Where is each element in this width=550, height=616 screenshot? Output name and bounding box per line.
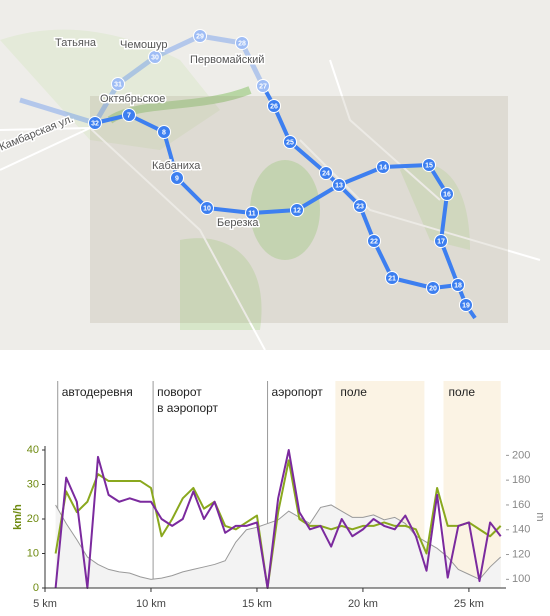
waypoint-number: 21	[388, 275, 396, 282]
annotation-label: автодеревня	[62, 385, 133, 399]
y2-tick-label: 180	[512, 474, 530, 486]
y2-axis-title: m	[534, 512, 546, 521]
waypoint-number: 13	[335, 182, 343, 189]
waypoint-number: 16	[443, 191, 451, 198]
waypoint-number: 29	[196, 33, 204, 40]
waypoint[interactable]	[353, 199, 367, 213]
waypoint[interactable]	[193, 29, 207, 43]
place-label: Березка	[217, 217, 259, 229]
waypoint-number: 30	[151, 54, 159, 61]
waypoint-number: 23	[356, 203, 364, 210]
speed-line	[54, 449, 502, 589]
place-label: Первомайский	[190, 54, 264, 66]
place-label: Кабаниха	[152, 160, 201, 172]
waypoint[interactable]	[170, 171, 184, 185]
field	[0, 29, 220, 150]
annotation-label: аэропорт	[272, 385, 324, 399]
waypoint[interactable]	[88, 116, 102, 130]
waypoint[interactable]	[319, 166, 333, 180]
annotation-label: в аэропорт	[157, 401, 218, 415]
forest	[400, 163, 470, 250]
place-label: Татьяна	[55, 37, 97, 49]
waypoint[interactable]	[422, 158, 436, 172]
waypoint[interactable]	[376, 160, 390, 174]
waypoint-number: 11	[248, 210, 256, 217]
waypoint[interactable]	[440, 187, 454, 201]
waypoint-number: 20	[429, 285, 437, 292]
region-label: поле	[448, 385, 475, 399]
waypoint[interactable]	[200, 201, 214, 215]
waypoint-number: 26	[270, 103, 278, 110]
waypoint-number: 31	[114, 81, 122, 88]
waypoint-number: 8	[162, 129, 166, 136]
place-label: Чемошур	[120, 39, 167, 51]
waypoint[interactable]	[256, 79, 270, 93]
waypoint[interactable]	[267, 99, 281, 113]
waypoint[interactable]	[157, 125, 171, 139]
waypoint[interactable]	[367, 234, 381, 248]
waypoint-number: 24	[322, 170, 330, 177]
y2-tick-label: 200	[512, 449, 530, 461]
waypoint[interactable]	[451, 278, 465, 292]
route: 7 8 9 10 11 12 13 14 15 16 17 18 19 20 21 22 23 24 25 26 27 2…	[19, 29, 477, 320]
waypoint-number: 14	[379, 164, 387, 171]
annotation-label: поворот	[157, 385, 202, 399]
x-tick-label: 5 km	[33, 598, 57, 610]
x-tick-label: 20 km	[348, 598, 378, 610]
y-tick-label: 30	[27, 478, 39, 490]
waypoint-number: 15	[425, 162, 433, 169]
waypoint-number: 32	[91, 120, 99, 127]
x-tick-label: 15 km	[242, 598, 272, 610]
y-tick-label: 40	[27, 444, 39, 456]
y-tick-label: 0	[33, 582, 39, 594]
waypoint[interactable]	[385, 271, 399, 285]
waypoint[interactable]	[426, 281, 440, 295]
waypoint-number: 28	[238, 40, 246, 47]
y2-tick-label: 140	[512, 524, 530, 536]
y2-tick-label: 160	[512, 499, 530, 511]
y-tick-label: 10	[27, 547, 39, 559]
chart: поле поле автодеревня поворот в аэропорт аэро…	[12, 381, 546, 610]
waypoint-number: 12	[293, 207, 301, 214]
waypoint[interactable]	[122, 108, 136, 122]
waypoint[interactable]	[283, 135, 297, 149]
waypoint-number: 18	[454, 282, 462, 289]
waypoint[interactable]	[332, 178, 346, 192]
elevation-area	[55, 504, 501, 588]
waypoint[interactable]	[245, 206, 259, 220]
x-tick-label: 10 km	[136, 598, 166, 610]
waypoint-number: 22	[370, 238, 378, 245]
waypoint[interactable]	[459, 298, 473, 312]
waypoint[interactable]	[148, 50, 162, 64]
waypoint[interactable]	[434, 234, 448, 248]
y-axis-title: km/h	[12, 504, 24, 530]
elevation-line	[55, 504, 502, 580]
y2-tick-label: 120	[512, 548, 530, 560]
green-strip	[107, 86, 252, 124]
waypoint[interactable]	[111, 77, 125, 91]
roads	[0, 59, 541, 350]
waypoint-number: 27	[259, 83, 267, 90]
region-label: поле	[340, 385, 367, 399]
waypoint-number: 19	[462, 302, 470, 309]
map: 7 8 9 10 11 12 13 14 15 16 17 18 19 20 21 22 23 24 25 26 27 2…	[0, 0, 550, 350]
waypoint-number: 17	[437, 238, 445, 245]
y2-tick-label: 100	[512, 573, 530, 585]
waypoint-number: 9	[175, 175, 179, 182]
speed-line	[54, 459, 502, 589]
waypoint[interactable]	[290, 203, 304, 217]
waypoint[interactable]	[235, 36, 249, 50]
y-tick-label: 20	[27, 513, 39, 525]
waypoint-number: 7	[127, 112, 131, 119]
waypoint-number: 25	[286, 139, 294, 146]
x-tick-label: 25 km	[454, 598, 484, 610]
waypoint-number: 10	[203, 205, 211, 212]
place-label: Октябрьское	[100, 93, 165, 105]
